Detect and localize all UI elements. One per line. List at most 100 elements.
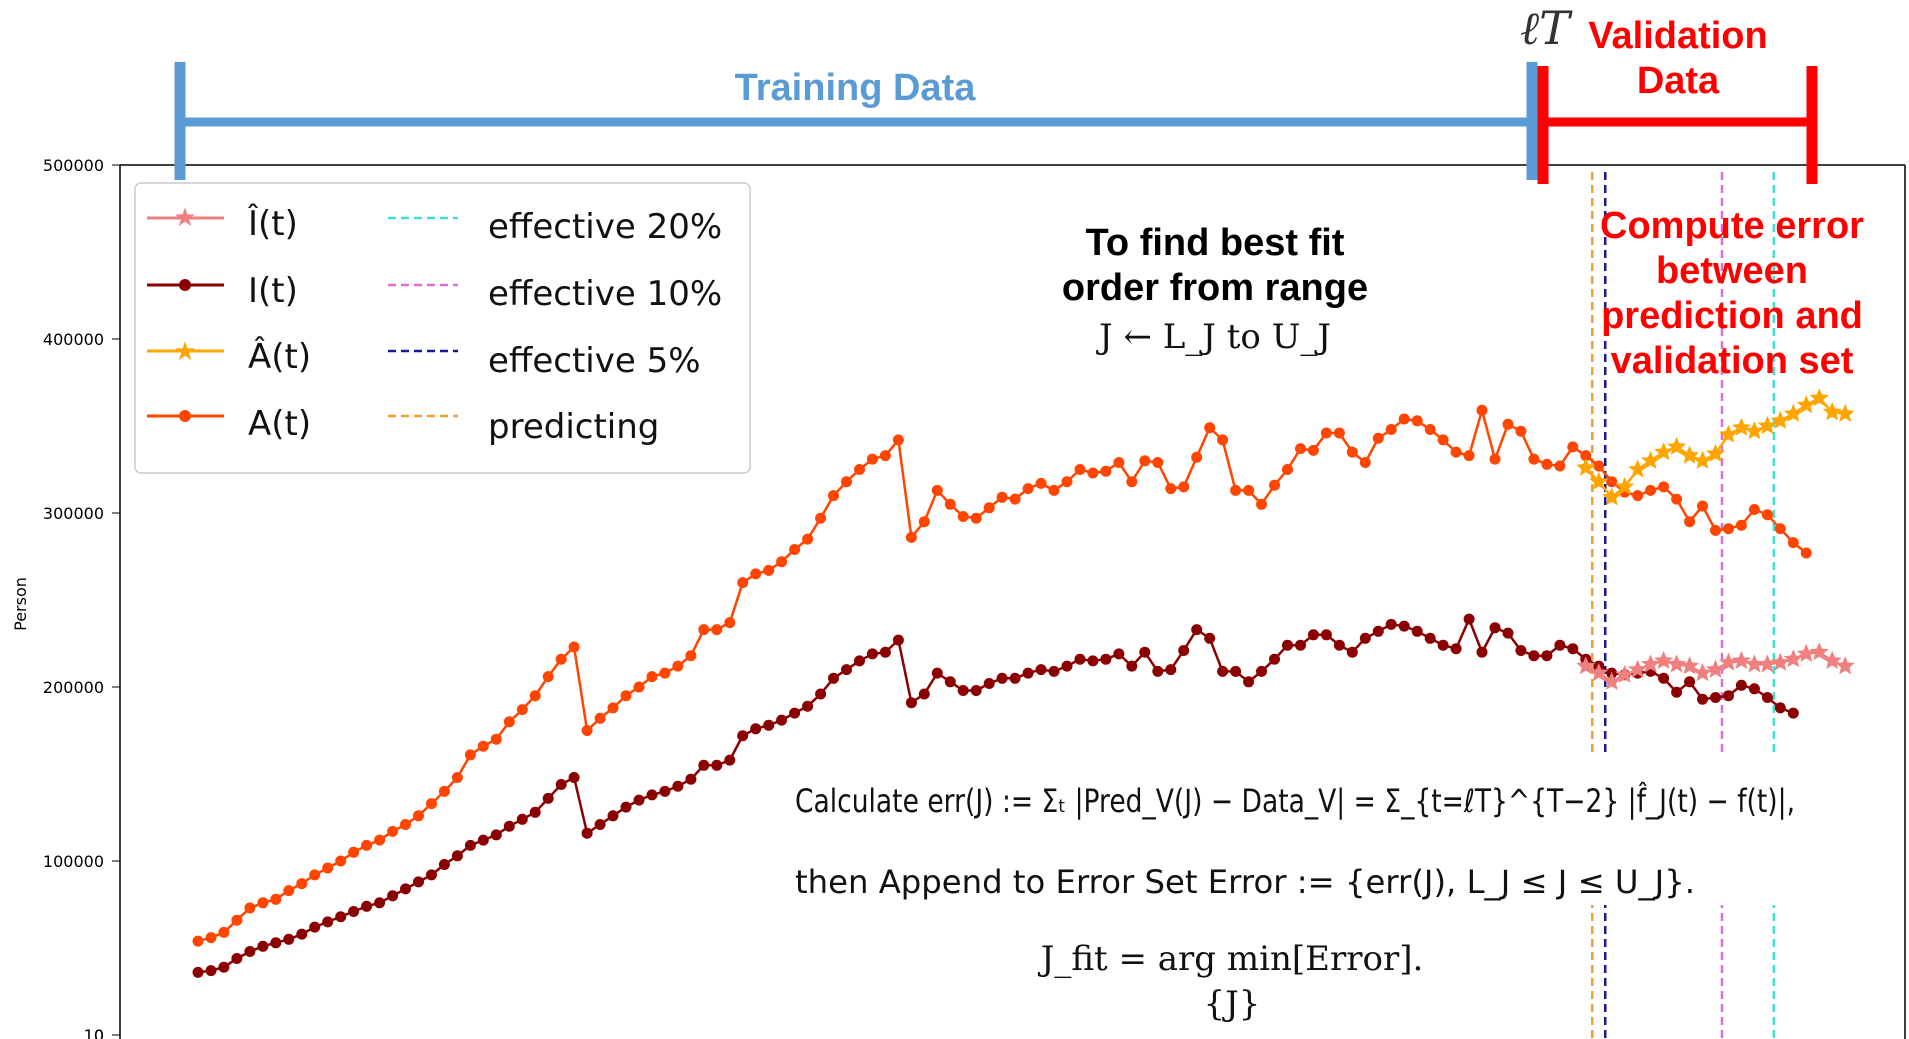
point-t-hat [1602, 671, 1622, 690]
x-tick-label: 0 [94, 1026, 104, 1039]
point-t-hat [1744, 421, 1764, 440]
point-it [387, 890, 399, 902]
legend-label-eff10: effective 10% [488, 274, 722, 314]
point-at [1385, 424, 1397, 435]
point-t-hat [1731, 417, 1751, 436]
legend-label-ahat: Â(t) [248, 336, 311, 377]
point-at [568, 641, 580, 653]
point-t-hat [1718, 652, 1738, 671]
point-it [1372, 625, 1384, 637]
point-it [724, 754, 736, 766]
point-at [1541, 458, 1553, 470]
point-it [205, 965, 217, 977]
legend-label-i: I(t) [248, 271, 298, 311]
bestfit-line2: order from range [1062, 267, 1368, 309]
point-it [737, 730, 749, 742]
point-it [607, 810, 619, 822]
point-it [646, 789, 658, 801]
point-it [672, 780, 684, 792]
point-it [1243, 676, 1255, 688]
point-it [1009, 672, 1021, 684]
point-it [659, 785, 671, 797]
point-it [1191, 624, 1203, 636]
calc-formula: Calculate err(J) := Σₜ |Pred_V(J) − Data… [795, 782, 1795, 820]
series-it [192, 613, 1799, 978]
training-data-label: Training Data [735, 67, 977, 109]
point-t-hat [1835, 656, 1855, 675]
legend-label-predicting: predicting [488, 407, 659, 447]
point-it [1035, 664, 1047, 676]
point-at [1346, 446, 1358, 458]
point-it [879, 646, 891, 658]
point-it [1748, 683, 1760, 695]
point-at [711, 624, 723, 636]
validation-bracket: Validation Data [1537, 15, 1818, 184]
point-at [1658, 481, 1670, 493]
point-at [1009, 493, 1021, 505]
series-t-hat [1576, 642, 1855, 690]
point-at [1139, 455, 1151, 467]
point-it [620, 801, 632, 813]
point-t-hat [1770, 652, 1790, 671]
point-at [1204, 422, 1216, 434]
point-t-hat [1757, 654, 1777, 673]
point-it [348, 906, 360, 917]
point-at [957, 511, 969, 522]
point-at [581, 725, 593, 736]
point-it [1048, 665, 1060, 677]
point-at [1748, 504, 1760, 515]
error-line4: validation set [1611, 340, 1854, 382]
point-at [309, 869, 321, 881]
point-it [970, 685, 982, 696]
point-it [438, 859, 450, 870]
point-t-hat [1628, 459, 1648, 478]
point-it [815, 688, 827, 700]
point-it [503, 820, 515, 832]
point-it [1528, 650, 1540, 662]
point-it [568, 772, 580, 783]
point-it [218, 961, 230, 973]
point-at [1424, 424, 1436, 435]
point-at [1022, 483, 1034, 495]
point-it [633, 794, 645, 806]
point-it [1761, 692, 1773, 703]
point-at [620, 690, 632, 702]
point-at [815, 512, 827, 524]
point-it [1541, 650, 1553, 662]
point-it [1502, 627, 1514, 639]
point-t-hat [1731, 650, 1751, 669]
point-it [283, 933, 295, 945]
point-at [1307, 444, 1319, 456]
point-t-hat [1809, 388, 1829, 407]
error-line1: Compute error [1600, 205, 1864, 247]
point-it [1230, 665, 1242, 677]
point-t-hat [1796, 395, 1816, 414]
point-at [1723, 523, 1734, 535]
point-at [322, 862, 334, 874]
formula-block: Calculate err(J) := Σₜ |Pred_V(J) − Data… [795, 782, 1795, 1024]
point-it [1139, 646, 1151, 658]
point-at [1554, 460, 1566, 472]
y-tick-label: 300000 [43, 504, 104, 523]
point-at [879, 450, 891, 462]
point-at [542, 671, 554, 683]
point-it [1463, 613, 1475, 625]
point-at [1710, 524, 1721, 536]
point-at [257, 897, 269, 909]
point-it [931, 667, 943, 679]
point-at [892, 434, 904, 446]
point-it [1074, 653, 1086, 665]
point-at [841, 476, 852, 488]
point-it [296, 928, 308, 940]
point-it [789, 707, 801, 719]
point-at [905, 531, 917, 543]
point-it [1282, 639, 1293, 651]
legend-box [134, 182, 751, 474]
point-t-hat [1783, 649, 1803, 668]
point-at [1411, 415, 1423, 427]
point-it [892, 634, 904, 646]
point-t-hat [1680, 445, 1700, 464]
point-at [1697, 500, 1708, 512]
point-t-hat [1718, 424, 1738, 443]
